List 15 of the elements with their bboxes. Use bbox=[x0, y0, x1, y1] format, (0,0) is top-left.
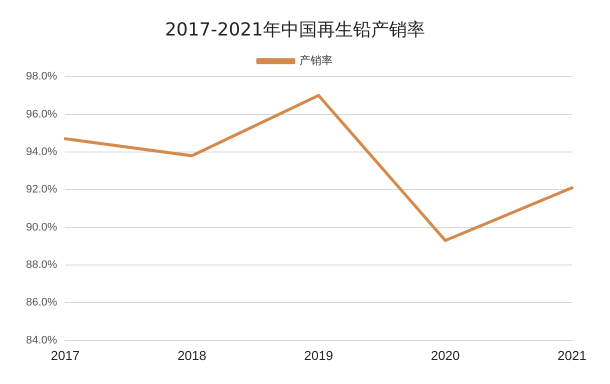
legend-label: 产销率 bbox=[299, 54, 332, 67]
y-tick-label: 88.0% bbox=[26, 259, 58, 272]
y-tick-label: 84.0% bbox=[26, 334, 58, 346]
y-tick-label: 86.0% bbox=[26, 296, 58, 309]
x-tick-label: 2017 bbox=[50, 348, 80, 363]
y-tick-label: 90.0% bbox=[26, 221, 58, 234]
y-tick-label: 96.0% bbox=[26, 108, 58, 120]
y-tick-label: 98.0% bbox=[26, 70, 58, 83]
x-tick-label: 2018 bbox=[177, 348, 206, 363]
y-tick-label: 92.0% bbox=[26, 184, 58, 196]
x-tick-label: 2020 bbox=[430, 348, 460, 363]
chart-title: 2017-2021年中国再生铅产销率 bbox=[164, 19, 426, 40]
x-tick-label: 2019 bbox=[304, 348, 334, 363]
x-tick-label: 2021 bbox=[558, 348, 586, 363]
y-tick-label: 94.0% bbox=[26, 146, 58, 158]
